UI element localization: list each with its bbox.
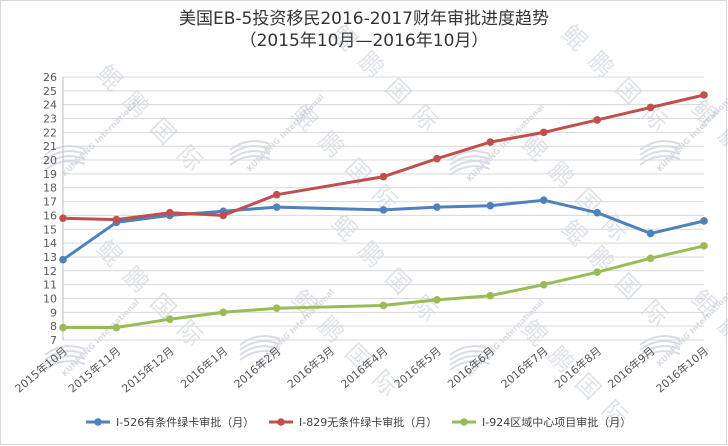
x-tick-label: 2015年12月 xyxy=(119,344,177,396)
legend-entry: I-526有条件绿卡审批（月） xyxy=(86,415,254,429)
watermark-logo: KUNPENG International xyxy=(44,97,141,178)
data-point xyxy=(646,254,655,263)
data-point xyxy=(272,190,281,199)
data-point xyxy=(433,203,441,211)
chart-title: 美国EB-5投资移民2016-2017财年审批进度趋势 xyxy=(178,9,549,29)
data-point xyxy=(646,229,655,238)
y-tick-label: 20 xyxy=(43,154,57,167)
y-tick-label: 11 xyxy=(43,279,57,292)
watermark-text: 鲲鹏国际 xyxy=(326,209,453,336)
legend-swatch-marker xyxy=(94,418,102,426)
y-tick-label: 9 xyxy=(50,306,57,319)
data-point xyxy=(379,172,388,181)
y-tick-label: 14 xyxy=(43,237,57,250)
svg-text:KUNPENG International: KUNPENG International xyxy=(60,97,141,178)
y-tick-label: 8 xyxy=(50,320,57,333)
y-tick-label: 22 xyxy=(43,126,57,139)
data-point xyxy=(112,323,121,332)
data-point xyxy=(593,208,601,217)
y-tick-label: 24 xyxy=(43,99,57,112)
y-tick-label: 15 xyxy=(43,223,57,236)
data-point xyxy=(539,128,548,137)
data-point xyxy=(593,268,601,276)
x-tick-label: 2016年2月 xyxy=(231,344,284,391)
grid-lines xyxy=(63,76,704,341)
legend: I-526有条件绿卡审批（月） I-829无条件绿卡审批（月） I-924区域中心项… xyxy=(86,415,631,429)
data-point xyxy=(219,211,228,220)
watermark-text: 鲲鹏国际 xyxy=(686,94,728,221)
data-point xyxy=(700,217,708,225)
data-point xyxy=(166,208,174,217)
y-tick-label: 21 xyxy=(43,140,57,153)
data-point xyxy=(593,116,601,124)
data-point xyxy=(700,91,708,99)
x-tick-label: 2016年7月 xyxy=(498,344,551,391)
y-tick-label: 7 xyxy=(50,334,57,347)
legend-swatch-marker xyxy=(277,418,285,426)
y-tick-label: 19 xyxy=(43,168,57,181)
watermark-text: 鲲鹏国际 xyxy=(556,19,683,146)
data-point xyxy=(272,203,281,211)
y-tick-label: 18 xyxy=(43,182,57,195)
legend-label: I-924区域中心项目审批（月） xyxy=(482,415,631,429)
data-point xyxy=(59,255,67,264)
y-tick-label: 17 xyxy=(43,196,57,209)
legend-label: I-526有条件绿卡审批（月） xyxy=(116,415,254,429)
data-point xyxy=(59,323,67,332)
y-tick-label: 26 xyxy=(43,71,57,84)
data-point xyxy=(59,214,67,222)
data-point xyxy=(539,280,548,289)
data-point xyxy=(379,206,388,214)
y-tick-label: 23 xyxy=(43,113,57,126)
series-line xyxy=(62,198,705,261)
x-tick-label: 2016年5月 xyxy=(391,344,444,391)
legend-label: I-829无条件绿卡审批（月） xyxy=(299,415,437,429)
data-point xyxy=(112,215,121,224)
legend-entry: I-924区域中心项目审批（月） xyxy=(452,415,631,429)
x-tick-label: 2016年3月 xyxy=(284,344,337,391)
y-tick-label: 13 xyxy=(43,251,57,264)
series-2 xyxy=(59,91,708,224)
data-point xyxy=(700,242,708,250)
y-tick-label: 10 xyxy=(43,292,57,305)
series-line xyxy=(62,93,705,222)
data-point xyxy=(433,154,441,163)
legend-entry: I-829无条件绿卡审批（月） xyxy=(269,415,437,429)
data-point xyxy=(379,301,388,310)
data-point xyxy=(539,196,548,204)
y-tick-label: 12 xyxy=(43,265,57,278)
series-layer xyxy=(59,91,708,332)
data-point xyxy=(486,291,495,300)
data-point xyxy=(272,304,281,312)
y-tick-label: 25 xyxy=(43,85,57,98)
series-3 xyxy=(59,242,708,332)
data-point xyxy=(486,201,495,210)
watermark-text: 鲲鹏国际 xyxy=(326,19,453,146)
data-point xyxy=(433,296,441,304)
data-point xyxy=(486,138,495,146)
y-tick-label: 16 xyxy=(43,209,57,222)
chart-subtitle: （2015年10月—2016年10月） xyxy=(239,31,489,51)
data-point xyxy=(219,308,228,317)
data-point xyxy=(166,315,174,324)
legend-swatch-marker xyxy=(460,418,468,426)
data-point xyxy=(646,103,655,112)
series-line xyxy=(63,244,705,329)
x-tick-label: 2016年9月 xyxy=(605,344,658,391)
